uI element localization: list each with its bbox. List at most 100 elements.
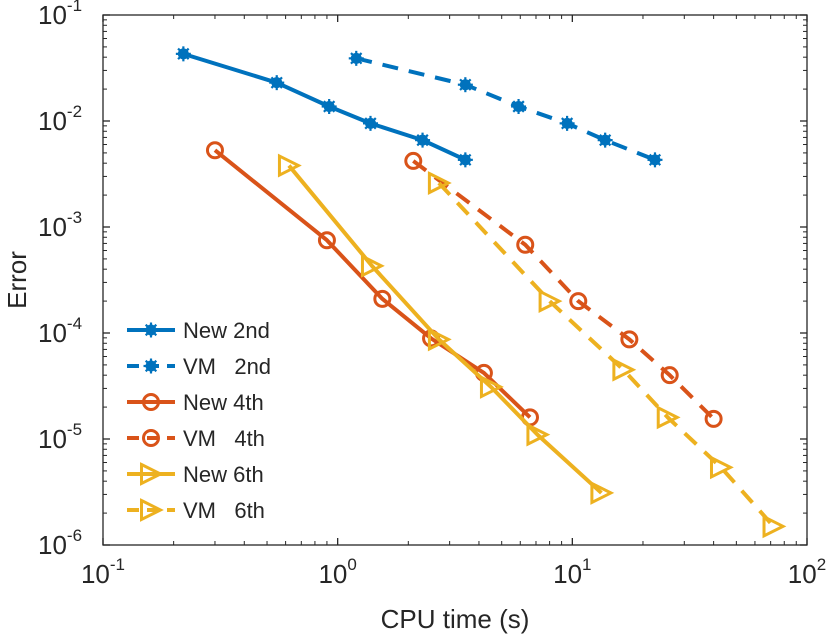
x-tick-label: 100 (318, 555, 356, 589)
x-tick-base: 10 (318, 559, 347, 589)
data-point (590, 480, 615, 505)
series-line (412, 159, 716, 421)
y-tick-exponent: -4 (67, 314, 82, 333)
series-line (182, 51, 467, 162)
x-tick-exponent: -1 (110, 555, 125, 574)
series-layer (175, 46, 787, 539)
y-tick-base: 10 (38, 106, 67, 136)
y-tick-label: 10-1 (38, 0, 82, 30)
data-point (373, 289, 392, 308)
series-line (287, 164, 603, 495)
data-point (317, 231, 336, 250)
y-tick-base: 10 (38, 212, 67, 242)
legend: New 2nd VM 2nd New 4th VM 4th New 6th VM 6th (127, 318, 271, 523)
y-tick-exponent: -3 (67, 208, 82, 227)
series-3 (404, 151, 723, 428)
data-point (479, 374, 504, 399)
y-tick-label: 10-2 (38, 102, 82, 136)
y-tick-exponent: -1 (67, 0, 82, 15)
y-tick-label: 10-5 (38, 420, 82, 454)
y-tick-exponent: -5 (67, 420, 82, 439)
y-tick-base: 10 (38, 0, 67, 30)
axes-box (102, 14, 808, 546)
legend-entry: VM 6th (127, 498, 265, 523)
series-4 (277, 153, 615, 505)
x-tick-exponent: 2 (817, 555, 826, 574)
series-5 (427, 171, 787, 539)
legend-label: VM 6th (183, 498, 265, 523)
legend-entry: New 6th (127, 462, 264, 487)
y-tick-exponent: -2 (67, 102, 82, 121)
legend-entry: VM 4th (127, 426, 265, 451)
x-tick-label: 101 (553, 555, 591, 589)
data-point (538, 289, 563, 314)
x-axis-label: CPU time (s) (381, 604, 530, 634)
data-point (457, 152, 473, 168)
data-point (277, 153, 302, 178)
data-point (269, 75, 285, 91)
y-tick-label: 10-3 (38, 208, 82, 242)
legend-marker (140, 498, 164, 522)
series-line (437, 181, 776, 528)
y-tick-base: 10 (38, 424, 67, 454)
x-tick-exponent: 0 (347, 555, 356, 574)
x-tick-exponent: 1 (582, 555, 591, 574)
data-point (656, 405, 681, 430)
data-point (427, 327, 452, 352)
data-point (511, 99, 527, 115)
data-point (415, 132, 431, 148)
y-tick-label: 10-4 (38, 314, 82, 348)
x-tick-base: 10 (788, 559, 817, 589)
y-tick-base: 10 (38, 530, 67, 560)
data-point (427, 171, 452, 195)
data-point (597, 132, 613, 148)
data-point (762, 514, 787, 539)
y-tick-exponent: -6 (67, 526, 82, 545)
data-point (360, 253, 385, 278)
data-point (709, 455, 734, 480)
data-point (704, 409, 723, 428)
x-tick-label: 102 (788, 555, 826, 589)
legend-entry: New 2nd (127, 318, 270, 343)
series-line (213, 148, 532, 419)
legend-label: New 6th (183, 462, 264, 487)
data-point (620, 330, 639, 349)
data-point (362, 115, 378, 131)
series-1 (348, 50, 663, 168)
data-point (559, 115, 575, 131)
data-point (404, 151, 423, 170)
data-point (612, 357, 637, 382)
data-point (660, 366, 679, 385)
legend-marker (142, 429, 160, 447)
data-point (321, 99, 337, 115)
legend-label: New 4th (183, 390, 264, 415)
series-line (355, 56, 656, 162)
x-tick-base: 10 (81, 559, 110, 589)
legend-label: New 2nd (183, 318, 270, 343)
data-point (205, 141, 224, 160)
y-tick-label: 10-6 (38, 526, 82, 560)
legend-label: VM 4th (183, 426, 265, 451)
series-0 (175, 46, 473, 168)
data-point (348, 50, 364, 66)
legend-marker (143, 322, 159, 338)
y-tick-base: 10 (38, 318, 67, 348)
data-point (526, 422, 551, 447)
data-point (457, 77, 473, 93)
legend-marker (140, 462, 164, 486)
x-tick-label: 10-1 (81, 555, 125, 589)
legend-label: VM 2nd (183, 354, 271, 379)
data-point (516, 235, 535, 254)
data-point (569, 292, 588, 311)
x-tick-base: 10 (553, 559, 582, 589)
legend-marker (142, 393, 160, 411)
data-point (175, 46, 191, 62)
data-point (647, 152, 663, 168)
legend-entry: VM 2nd (127, 354, 271, 379)
legend-marker (143, 358, 159, 374)
legend-entry: New 4th (127, 390, 264, 415)
y-axis-label: Error (2, 251, 32, 309)
